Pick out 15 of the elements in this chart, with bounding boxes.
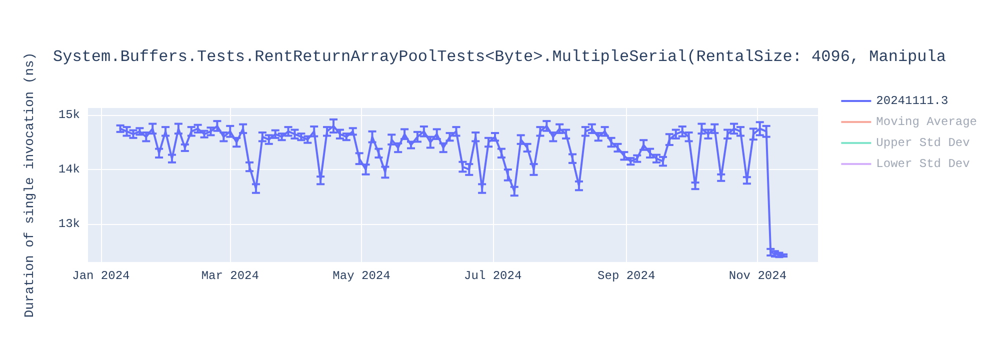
x-tick-label: Mar 2024 — [201, 269, 259, 283]
y-tick-label: 13k — [58, 216, 80, 231]
legend-label: 20241111.3 — [876, 94, 948, 108]
x-tick-label: Nov 2024 — [728, 269, 787, 283]
legend-label: Lower Std Dev — [876, 157, 970, 171]
y-tick-label: 14k — [58, 162, 80, 176]
x-tick-label: Sep 2024 — [598, 269, 656, 283]
chart-title: System.Buffers.Tests.RentReturnArrayPoolTests<Byte>.MultipleSerial(RentalSize: 4096, Manipula — [53, 48, 946, 66]
y-tick-label: 15k — [58, 108, 80, 122]
y-axis-title: Duration of single invocation (ns) — [22, 52, 37, 318]
legend-label: Moving Average — [876, 115, 978, 129]
x-tick-label: May 2024 — [332, 269, 390, 283]
x-tick-label: Jan 2024 — [72, 269, 130, 283]
x-tick-label: Jul 2024 — [464, 269, 522, 283]
legend-label: Upper Std Dev — [876, 136, 970, 150]
